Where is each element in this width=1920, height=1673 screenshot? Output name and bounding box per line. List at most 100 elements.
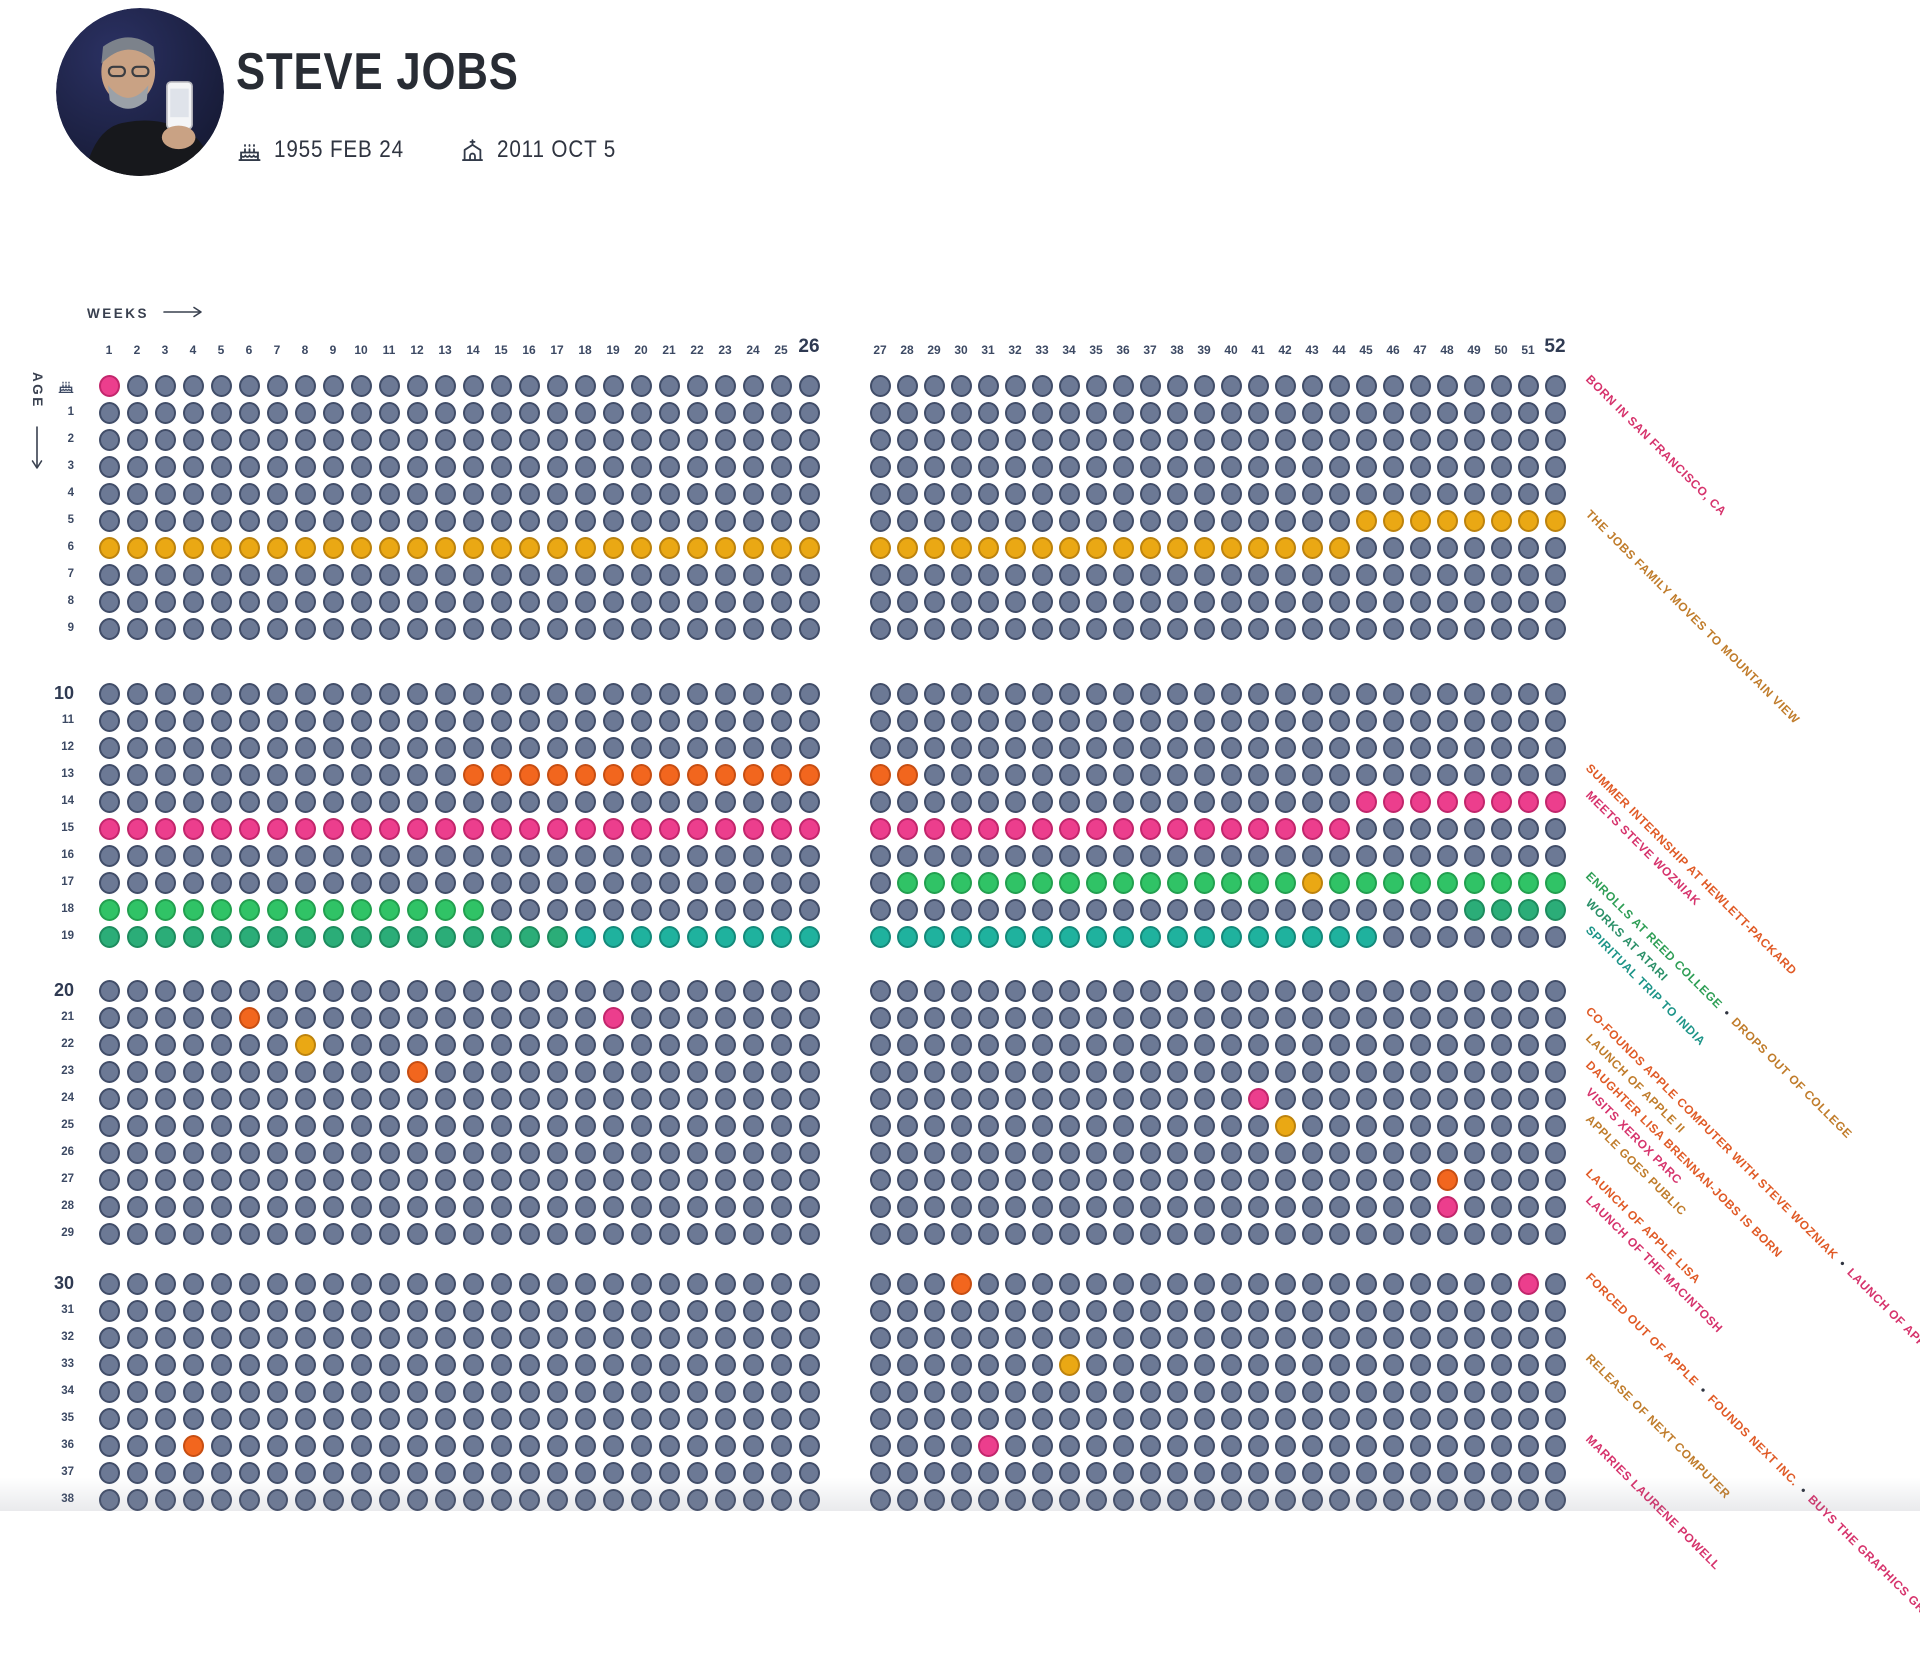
week-dot[interactable]	[602, 1088, 624, 1110]
week-dot[interactable]	[1274, 564, 1296, 586]
week-dot[interactable]	[1004, 1142, 1026, 1164]
week-dot[interactable]	[1139, 737, 1161, 759]
week-dot[interactable]	[658, 980, 680, 1002]
week-dot[interactable]	[798, 1061, 820, 1083]
week-dot[interactable]	[714, 1115, 736, 1137]
week-dot[interactable]	[1193, 764, 1215, 786]
week-dot[interactable]	[1517, 764, 1539, 786]
week-dot[interactable]	[1436, 1462, 1458, 1484]
week-dot[interactable]	[1193, 1142, 1215, 1164]
week-dot[interactable]	[1328, 1462, 1350, 1484]
week-dot[interactable]	[182, 1115, 204, 1137]
week-dot[interactable]	[1112, 818, 1134, 840]
week-dot[interactable]	[1112, 537, 1134, 559]
week-dot[interactable]	[1058, 564, 1080, 586]
week-dot[interactable]	[1544, 1489, 1566, 1511]
week-dot[interactable]	[686, 1354, 708, 1376]
week-dot[interactable]	[1139, 1327, 1161, 1349]
week-dot[interactable]	[602, 764, 624, 786]
week-dot[interactable]	[742, 1408, 764, 1430]
week-dot[interactable]	[462, 899, 484, 921]
week-dot[interactable]	[322, 618, 344, 640]
week-dot[interactable]	[182, 1007, 204, 1029]
week-dot[interactable]	[1328, 1115, 1350, 1137]
week-dot[interactable]	[1463, 618, 1485, 640]
week-dot[interactable]	[1544, 683, 1566, 705]
week-dot[interactable]	[434, 845, 456, 867]
week-dot[interactable]	[266, 1088, 288, 1110]
week-dot[interactable]	[350, 564, 372, 586]
week-dot[interactable]	[1058, 402, 1080, 424]
week-dot[interactable]	[350, 1489, 372, 1511]
week-dot[interactable]	[238, 618, 260, 640]
week-dot[interactable]	[378, 845, 400, 867]
week-dot[interactable]	[266, 429, 288, 451]
week-dot[interactable]	[518, 537, 540, 559]
week-dot[interactable]	[1490, 845, 1512, 867]
week-dot[interactable]	[686, 1327, 708, 1349]
week-dot[interactable]	[1517, 1300, 1539, 1322]
week-dot[interactable]	[1031, 1007, 1053, 1029]
week-dot[interactable]	[154, 1061, 176, 1083]
week-dot[interactable]	[977, 1273, 999, 1295]
week-dot[interactable]	[1544, 1115, 1566, 1137]
week-dot[interactable]	[742, 456, 764, 478]
week-dot[interactable]	[630, 591, 652, 613]
week-dot[interactable]	[770, 1169, 792, 1191]
week-dot[interactable]	[1220, 1462, 1242, 1484]
week-dot[interactable]	[1220, 1489, 1242, 1511]
week-dot[interactable]	[1463, 591, 1485, 613]
week-dot[interactable]	[1139, 1489, 1161, 1511]
week-dot[interactable]	[923, 375, 945, 397]
week-dot[interactable]	[126, 591, 148, 613]
week-dot[interactable]	[462, 1273, 484, 1295]
week-dot[interactable]	[1328, 1088, 1350, 1110]
week-dot[interactable]	[714, 1007, 736, 1029]
week-dot[interactable]	[1112, 1169, 1134, 1191]
week-dot[interactable]	[869, 1327, 891, 1349]
week-dot[interactable]	[574, 537, 596, 559]
week-dot[interactable]	[1517, 456, 1539, 478]
week-dot[interactable]	[182, 1381, 204, 1403]
week-dot[interactable]	[126, 1381, 148, 1403]
week-dot[interactable]	[950, 1327, 972, 1349]
week-dot[interactable]	[630, 818, 652, 840]
week-dot[interactable]	[658, 1169, 680, 1191]
week-dot[interactable]	[490, 1115, 512, 1137]
week-dot[interactable]	[1355, 899, 1377, 921]
week-dot[interactable]	[1004, 1273, 1026, 1295]
week-dot[interactable]	[1490, 1300, 1512, 1322]
week-dot[interactable]	[950, 872, 972, 894]
week-dot[interactable]	[1004, 1088, 1026, 1110]
week-dot[interactable]	[490, 375, 512, 397]
week-dot[interactable]	[1517, 1223, 1539, 1245]
week-dot[interactable]	[350, 1381, 372, 1403]
week-dot[interactable]	[1382, 683, 1404, 705]
week-dot[interactable]	[1463, 564, 1485, 586]
week-dot[interactable]	[126, 1142, 148, 1164]
week-dot[interactable]	[1463, 1300, 1485, 1322]
week-dot[interactable]	[1085, 429, 1107, 451]
week-dot[interactable]	[923, 1462, 945, 1484]
week-dot[interactable]	[518, 375, 540, 397]
week-dot[interactable]	[770, 1061, 792, 1083]
week-dot[interactable]	[238, 1381, 260, 1403]
week-dot[interactable]	[182, 591, 204, 613]
week-dot[interactable]	[546, 1273, 568, 1295]
week-dot[interactable]	[98, 429, 120, 451]
week-dot[interactable]	[546, 591, 568, 613]
week-dot[interactable]	[322, 456, 344, 478]
week-dot[interactable]	[1382, 537, 1404, 559]
week-dot[interactable]	[1463, 1142, 1485, 1164]
week-dot[interactable]	[1085, 375, 1107, 397]
week-dot[interactable]	[977, 1034, 999, 1056]
week-dot[interactable]	[714, 591, 736, 613]
week-dot[interactable]	[1166, 1300, 1188, 1322]
week-dot[interactable]	[742, 483, 764, 505]
week-dot[interactable]	[322, 1489, 344, 1511]
week-dot[interactable]	[1463, 926, 1485, 948]
week-dot[interactable]	[294, 429, 316, 451]
week-dot[interactable]	[714, 980, 736, 1002]
week-dot[interactable]	[1004, 1300, 1026, 1322]
week-dot[interactable]	[1166, 1408, 1188, 1430]
